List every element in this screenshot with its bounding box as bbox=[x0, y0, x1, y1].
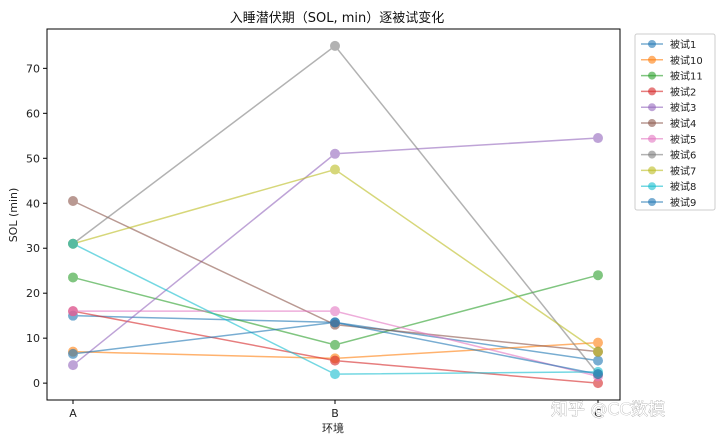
data-point bbox=[593, 355, 603, 366]
legend-entry: 被试7 bbox=[641, 164, 696, 177]
data-point bbox=[68, 196, 78, 207]
series-被试3 bbox=[68, 133, 603, 371]
legend-label: 被试1 bbox=[670, 38, 696, 51]
legend-entry: 被试11 bbox=[641, 70, 703, 83]
legend-label: 被试8 bbox=[670, 180, 696, 193]
data-point bbox=[330, 355, 340, 366]
y-tick-label: 30 bbox=[26, 242, 40, 255]
legend-label: 被试2 bbox=[670, 85, 696, 98]
y-tick-label: 60 bbox=[26, 107, 40, 120]
series-被试4 bbox=[68, 196, 603, 357]
legend-label: 被试3 bbox=[670, 101, 696, 114]
legend-marker bbox=[648, 198, 656, 206]
chart-title: 入睡潜伏期（SOL, min）逐被试变化 bbox=[230, 10, 445, 26]
legend: 被试1 被试10 被试11 被试2 被试3 被试4 被试5 被试6 被试7 被试8 被试9 bbox=[634, 33, 716, 211]
legend-entry: 被试6 bbox=[641, 149, 696, 162]
legend-label: 被试10 bbox=[670, 54, 703, 67]
data-point bbox=[593, 337, 603, 348]
data-point bbox=[593, 369, 603, 380]
legend-entry: 被试2 bbox=[641, 85, 696, 98]
legend-entry: 被试9 bbox=[641, 196, 696, 209]
data-point bbox=[68, 238, 78, 249]
legend-label: 被试11 bbox=[670, 70, 703, 83]
data-point bbox=[330, 369, 340, 380]
legend-label: 被试5 bbox=[670, 133, 696, 146]
data-point bbox=[593, 346, 603, 357]
data-point bbox=[68, 306, 78, 317]
y-axis-label: SOL (min) bbox=[7, 188, 20, 243]
legend-marker bbox=[648, 71, 656, 80]
legend-items: 被试1 被试10 被试11 被试2 被试3 被试4 被试5 被试6 被试7 被试8 被试9 bbox=[641, 38, 703, 209]
data-point bbox=[330, 339, 340, 350]
x-axis-label: 环境 bbox=[322, 421, 344, 435]
legend-marker bbox=[648, 87, 656, 96]
legend-entry: 被试1 bbox=[641, 38, 696, 51]
data-point bbox=[593, 270, 603, 281]
x-axis-ticks: A B C bbox=[69, 400, 602, 420]
legend-marker bbox=[648, 103, 656, 112]
data-point bbox=[330, 306, 340, 317]
data-point bbox=[330, 40, 340, 51]
legend-entry: 被试10 bbox=[641, 54, 703, 67]
y-tick-label: 20 bbox=[26, 287, 40, 300]
legend-entry: 被试8 bbox=[641, 180, 696, 193]
data-point bbox=[68, 360, 78, 371]
legend-entry: 被试3 bbox=[641, 101, 696, 114]
plot-frame bbox=[46, 28, 621, 401]
data-point bbox=[68, 272, 78, 283]
x-tick-label: B bbox=[331, 407, 339, 420]
legend-marker bbox=[648, 166, 656, 175]
data-point bbox=[330, 164, 340, 175]
series-被试11 bbox=[68, 270, 603, 350]
x-tick-label: A bbox=[69, 407, 77, 420]
y-tick-label: 0 bbox=[33, 377, 40, 390]
watermark: 知乎 @CC数模 bbox=[551, 400, 665, 420]
y-tick-label: 40 bbox=[26, 197, 40, 210]
legend-marker bbox=[648, 150, 656, 159]
legend-entry: 被试4 bbox=[641, 117, 696, 130]
data-point bbox=[593, 133, 603, 144]
legend-marker bbox=[648, 182, 656, 191]
x-tick-label: C bbox=[594, 407, 602, 420]
data-point bbox=[330, 317, 340, 328]
y-tick-label: 50 bbox=[26, 152, 40, 165]
legend-label: 被试6 bbox=[670, 149, 696, 162]
data-point bbox=[68, 348, 78, 359]
legend-marker bbox=[648, 55, 656, 64]
legend-marker bbox=[648, 119, 656, 127]
legend-label: 被试7 bbox=[670, 164, 696, 177]
y-tick-label: 70 bbox=[26, 62, 40, 75]
legend-marker bbox=[648, 40, 656, 48]
series-被试9 bbox=[68, 317, 603, 380]
series-layer bbox=[68, 40, 603, 389]
legend-marker bbox=[648, 134, 656, 143]
y-tick-label: 10 bbox=[26, 332, 40, 345]
data-point bbox=[330, 148, 340, 159]
y-axis-ticks: 0 10 20 30 40 50 60 70 bbox=[26, 62, 47, 390]
legend-entry: 被试5 bbox=[641, 133, 696, 146]
legend-label: 被试4 bbox=[670, 117, 696, 130]
legend-label: 被试9 bbox=[670, 196, 696, 209]
